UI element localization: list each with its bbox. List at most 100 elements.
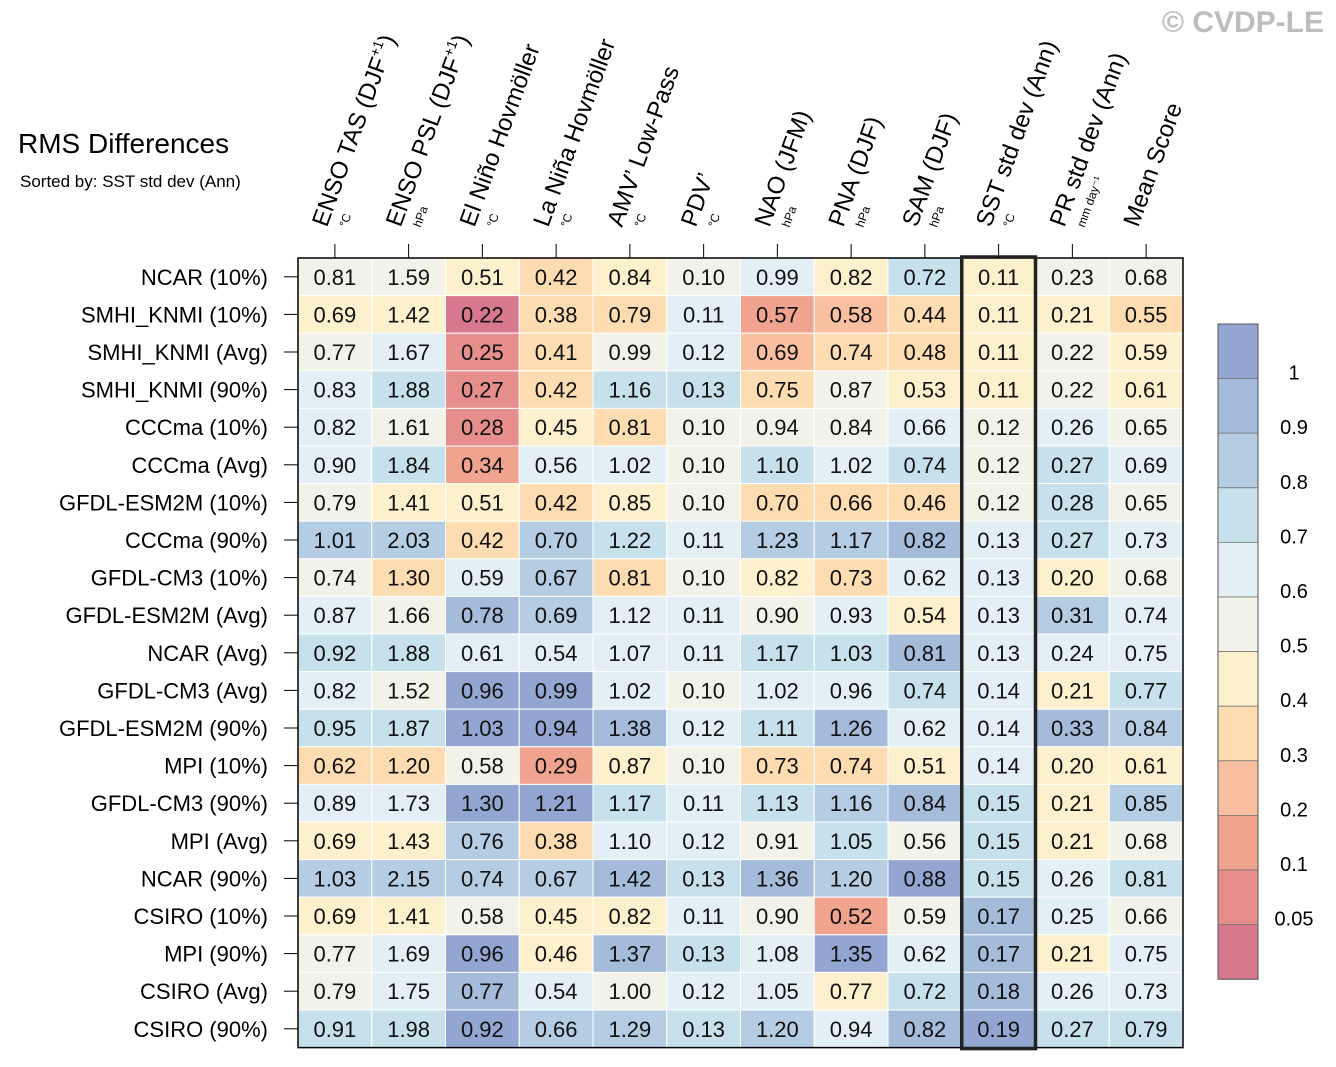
- row-label-smhi-knmi-90: SMHI_KNMI (90%): [81, 378, 268, 403]
- heatmap-cell: [297, 671, 373, 710]
- cell-value-label: 1.61: [387, 415, 430, 440]
- cell-value-label: 0.51: [461, 490, 504, 515]
- heatmap-cell: [666, 934, 741, 973]
- cell-value-label: 0.48: [903, 340, 946, 365]
- cell-value-label: 0.82: [608, 904, 651, 929]
- cell-value-label: 0.62: [903, 566, 946, 591]
- cell-value-label: 1.02: [608, 678, 651, 703]
- cell-value-label: 0.13: [977, 603, 1020, 628]
- column-unit-label: °C: [632, 211, 650, 229]
- colorbar-segment: [1217, 596, 1259, 652]
- heatmap-cell: [445, 746, 520, 785]
- cell-value-label: 0.74: [903, 453, 946, 478]
- heatmap-cell: [371, 671, 446, 710]
- chart-subtitle: Sorted by: SST std dev (Ann): [20, 172, 241, 191]
- cell-value-label: 1.52: [387, 678, 430, 703]
- heatmap-cell: [740, 445, 815, 485]
- heatmap-cell: [1108, 971, 1184, 1011]
- heatmap-cell: [740, 971, 815, 1011]
- cell-value-label: 0.81: [608, 566, 651, 591]
- cell-value-label: 0.87: [830, 378, 873, 403]
- cell-value-label: 0.12: [682, 340, 725, 365]
- cell-value-label: 0.13: [977, 641, 1020, 666]
- cell-value-label: 0.31: [1051, 603, 1094, 628]
- cell-value-label: 0.59: [1125, 340, 1168, 365]
- heatmap-cell: [518, 633, 594, 673]
- heatmap-cell: [813, 821, 889, 861]
- cell-value-label: 0.62: [903, 716, 946, 741]
- cell-value-label: 1.37: [608, 942, 651, 967]
- heatmap-cell: [297, 934, 373, 973]
- heatmap-cell: [740, 708, 815, 748]
- heatmap-cell: [445, 370, 520, 409]
- cell-value-label: 0.22: [461, 302, 504, 327]
- heatmap-cell: [666, 595, 741, 635]
- heatmap-cell: [371, 332, 446, 372]
- cell-value-label: 0.78: [461, 603, 504, 628]
- colorbar-segment: [1217, 542, 1259, 598]
- cell-value-label: 0.75: [756, 378, 799, 403]
- heatmap-cell: [961, 671, 1036, 710]
- row-label-cccma-avg: CCCma (Avg): [131, 453, 268, 478]
- cell-value-label: 0.61: [1125, 754, 1168, 779]
- column-unit-label: °C: [705, 211, 723, 229]
- cell-value-label: 0.11: [683, 302, 724, 327]
- cell-value-label: 0.61: [461, 641, 504, 666]
- heatmap-cell: [813, 520, 889, 560]
- cell-value-label: 0.11: [978, 302, 1019, 327]
- cell-value-label: 0.56: [535, 453, 578, 478]
- row-label-ncar-avg: NCAR (Avg): [147, 641, 268, 666]
- heatmap-cell: [518, 295, 594, 334]
- cell-value-label: 0.53: [903, 378, 946, 403]
- heatmap-cell: [887, 558, 963, 597]
- heatmap-cell: [592, 407, 668, 447]
- cell-value-label: 0.17: [977, 942, 1020, 967]
- cell-value-label: 0.10: [682, 754, 725, 779]
- cell-value-label: 0.74: [1125, 603, 1168, 628]
- cell-value-label: 0.46: [903, 490, 946, 515]
- row-label-cccma-10: CCCma (10%): [125, 415, 268, 440]
- cell-value-label: 1.08: [756, 942, 799, 967]
- cell-value-label: 0.42: [535, 378, 578, 403]
- cell-value-label: 0.79: [313, 490, 356, 515]
- cell-value-label: 0.81: [903, 641, 946, 666]
- heatmap-cell: [518, 370, 594, 409]
- heatmap-cell: [371, 821, 446, 861]
- cell-value-label: 0.42: [461, 528, 504, 553]
- colorbar-segment: [1217, 323, 1259, 379]
- heatmap-cell: [297, 859, 373, 898]
- heatmap-cell: [1108, 483, 1184, 522]
- colorbar-tick-label: 0.5: [1280, 636, 1308, 658]
- cell-value-label: 0.28: [461, 415, 504, 440]
- cell-value-label: 0.58: [461, 754, 504, 779]
- heatmap-cell: [445, 934, 520, 973]
- cell-value-label: 0.90: [756, 603, 799, 628]
- cell-value-label: 0.84: [608, 265, 651, 290]
- colorbar-tick-label: 0.05: [1275, 909, 1314, 931]
- row-label-mpi-avg: MPI (Avg): [171, 829, 268, 854]
- cell-value-label: 1.02: [608, 453, 651, 478]
- cell-value-label: 1.17: [830, 528, 873, 553]
- cell-value-label: 0.69: [313, 302, 356, 327]
- heatmap-cell: [961, 370, 1036, 409]
- cell-value-label: 0.82: [756, 566, 799, 591]
- cell-value-label: 0.79: [608, 302, 651, 327]
- cell-value-label: 0.21: [1051, 678, 1094, 703]
- cell-value-label: 0.22: [1051, 378, 1094, 403]
- heatmap-cell: [445, 295, 520, 334]
- cell-value-label: 0.73: [1125, 979, 1168, 1004]
- cell-value-label: 0.77: [461, 979, 504, 1004]
- heatmap-cell: [813, 483, 889, 522]
- cell-value-label: 1.01: [313, 528, 356, 553]
- cell-value-label: 0.68: [1125, 566, 1168, 591]
- cell-value-label: 0.94: [830, 1017, 873, 1042]
- cell-value-label: 0.12: [682, 829, 725, 854]
- cell-value-label: 0.76: [461, 829, 504, 854]
- cell-value-label: 1.36: [756, 866, 799, 891]
- colorbar-border: [1217, 323, 1259, 980]
- cell-value-label: 0.17: [977, 904, 1020, 929]
- cell-value-label: 0.11: [683, 603, 724, 628]
- cell-value-label: 0.12: [682, 716, 725, 741]
- cell-value-label: 0.13: [682, 1017, 725, 1042]
- heatmap-cell: [666, 370, 741, 409]
